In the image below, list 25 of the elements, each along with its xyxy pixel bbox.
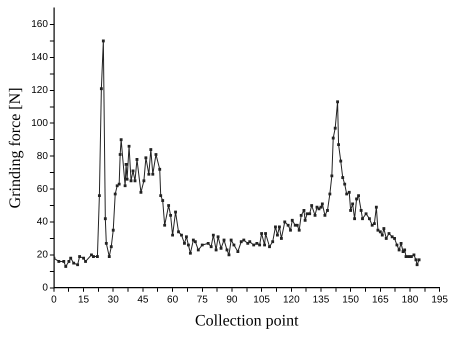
y-tick-label: 80 xyxy=(36,150,48,162)
x-axis-title: Collection point xyxy=(195,312,300,330)
x-tick-label: 120 xyxy=(282,294,300,306)
x-tick-label: 30 xyxy=(108,294,120,306)
x-tick-label: 135 xyxy=(312,294,330,306)
x-tick-label: 15 xyxy=(78,294,90,306)
x-tick-label: 180 xyxy=(402,294,419,306)
x-tick-label: 45 xyxy=(137,294,149,306)
y-tick-label: 120 xyxy=(31,85,48,96)
x-tick-label: 60 xyxy=(167,294,179,306)
x-tick-label: 0 xyxy=(51,294,58,306)
x-tick-label: 75 xyxy=(196,294,208,306)
x-tick-label: 195 xyxy=(431,294,448,306)
y-axis-title: Grinding force [N] xyxy=(6,87,24,208)
x-tick-label: 105 xyxy=(253,294,270,306)
x-tick-label: 165 xyxy=(372,294,390,306)
x-tick-label: 90 xyxy=(226,294,238,306)
y-tick-label: 0 xyxy=(42,282,48,294)
y-tick-label: 20 xyxy=(36,250,48,261)
y-tick-label: 100 xyxy=(31,118,48,129)
y-tick-label: 40 xyxy=(36,216,48,228)
y-tick-label: 160 xyxy=(31,19,48,30)
y-tick-label: 140 xyxy=(31,52,48,64)
x-tick-label: 150 xyxy=(342,294,360,306)
y-tick-label: 60 xyxy=(36,184,48,195)
